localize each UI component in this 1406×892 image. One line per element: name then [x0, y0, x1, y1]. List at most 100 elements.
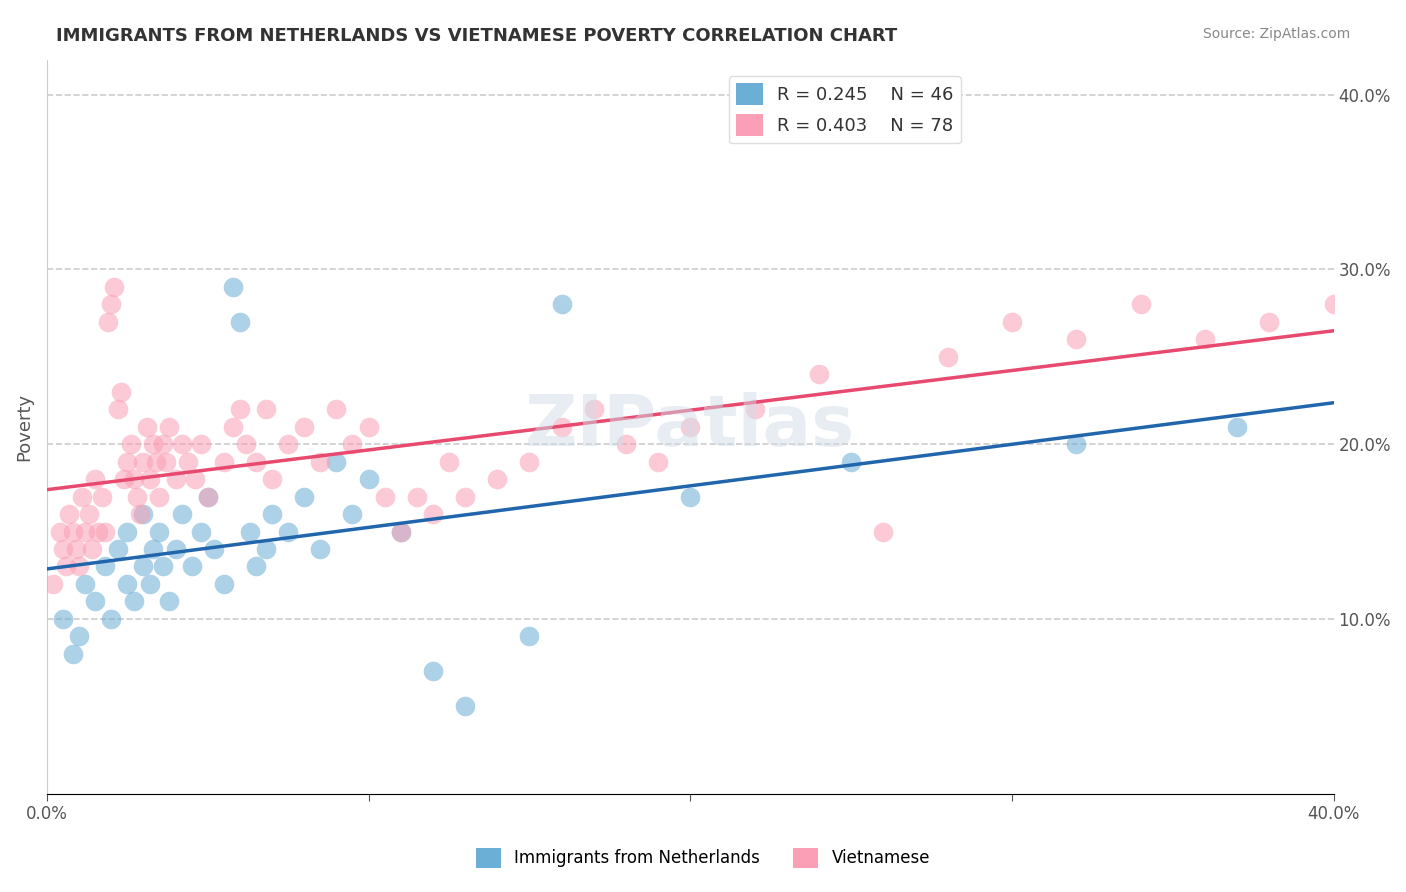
Point	[342, 507, 364, 521]
Point	[110, 384, 132, 399]
Point	[87, 524, 110, 539]
Point	[132, 559, 155, 574]
Point	[872, 524, 894, 539]
Point	[292, 419, 315, 434]
Point	[519, 454, 541, 468]
Point	[177, 454, 200, 468]
Point	[1323, 297, 1346, 311]
Point	[184, 472, 207, 486]
Point	[254, 402, 277, 417]
Point	[94, 524, 117, 539]
Text: Source: ZipAtlas.com: Source: ZipAtlas.com	[1202, 27, 1350, 41]
Point	[139, 577, 162, 591]
Point	[58, 507, 80, 521]
Point	[65, 541, 87, 556]
Point	[97, 315, 120, 329]
Point	[67, 629, 90, 643]
Point	[238, 524, 260, 539]
Point	[647, 454, 669, 468]
Point	[1258, 315, 1281, 329]
Point	[1001, 315, 1024, 329]
Point	[42, 577, 65, 591]
Point	[422, 665, 444, 679]
Point	[117, 454, 139, 468]
Point	[67, 559, 90, 574]
Point	[62, 524, 84, 539]
Point	[120, 437, 142, 451]
Point	[936, 350, 959, 364]
Point	[245, 454, 267, 468]
Point	[94, 559, 117, 574]
Point	[1064, 332, 1087, 346]
Point	[170, 507, 193, 521]
Point	[165, 472, 187, 486]
Point	[122, 594, 145, 608]
Point	[52, 612, 75, 626]
Point	[148, 490, 170, 504]
Point	[75, 577, 97, 591]
Text: IMMIGRANTS FROM NETHERLANDS VS VIETNAMESE POVERTY CORRELATION CHART: IMMIGRANTS FROM NETHERLANDS VS VIETNAMES…	[56, 27, 897, 45]
Point	[139, 472, 162, 486]
Point	[679, 490, 702, 504]
Point	[454, 490, 477, 504]
Point	[245, 559, 267, 574]
Point	[342, 437, 364, 451]
Point	[422, 507, 444, 521]
Text: ZIPatlas: ZIPatlas	[526, 392, 855, 461]
Point	[117, 577, 139, 591]
Point	[222, 419, 245, 434]
Point	[125, 490, 148, 504]
Point	[152, 559, 174, 574]
Point	[550, 419, 572, 434]
Point	[1194, 332, 1216, 346]
Point	[235, 437, 257, 451]
Point	[62, 647, 84, 661]
Point	[55, 559, 77, 574]
Y-axis label: Poverty: Poverty	[15, 392, 32, 460]
Point	[325, 402, 347, 417]
Point	[132, 507, 155, 521]
Legend: Immigrants from Netherlands, Vietnamese: Immigrants from Netherlands, Vietnamese	[470, 841, 936, 875]
Point	[157, 419, 180, 434]
Point	[212, 577, 235, 591]
Point	[309, 454, 332, 468]
Legend: R = 0.245    N = 46, R = 0.403    N = 78: R = 0.245 N = 46, R = 0.403 N = 78	[728, 76, 960, 144]
Point	[839, 454, 862, 468]
Point	[142, 437, 165, 451]
Point	[262, 507, 284, 521]
Point	[52, 541, 75, 556]
Point	[75, 524, 97, 539]
Point	[197, 490, 219, 504]
Point	[1226, 419, 1249, 434]
Point	[212, 454, 235, 468]
Point	[180, 559, 202, 574]
Point	[374, 490, 396, 504]
Point	[389, 524, 412, 539]
Point	[155, 454, 177, 468]
Point	[103, 280, 125, 294]
Point	[550, 297, 572, 311]
Point	[84, 472, 107, 486]
Point	[49, 524, 72, 539]
Point	[157, 594, 180, 608]
Point	[519, 629, 541, 643]
Point	[80, 541, 103, 556]
Point	[229, 315, 252, 329]
Point	[107, 402, 129, 417]
Point	[277, 437, 299, 451]
Point	[202, 541, 225, 556]
Point	[112, 472, 135, 486]
Point	[190, 524, 212, 539]
Point	[145, 454, 167, 468]
Point	[437, 454, 460, 468]
Point	[135, 419, 157, 434]
Point	[582, 402, 605, 417]
Point	[262, 472, 284, 486]
Point	[1064, 437, 1087, 451]
Point	[148, 524, 170, 539]
Point	[357, 419, 380, 434]
Point	[72, 490, 94, 504]
Point	[122, 472, 145, 486]
Point	[357, 472, 380, 486]
Point	[170, 437, 193, 451]
